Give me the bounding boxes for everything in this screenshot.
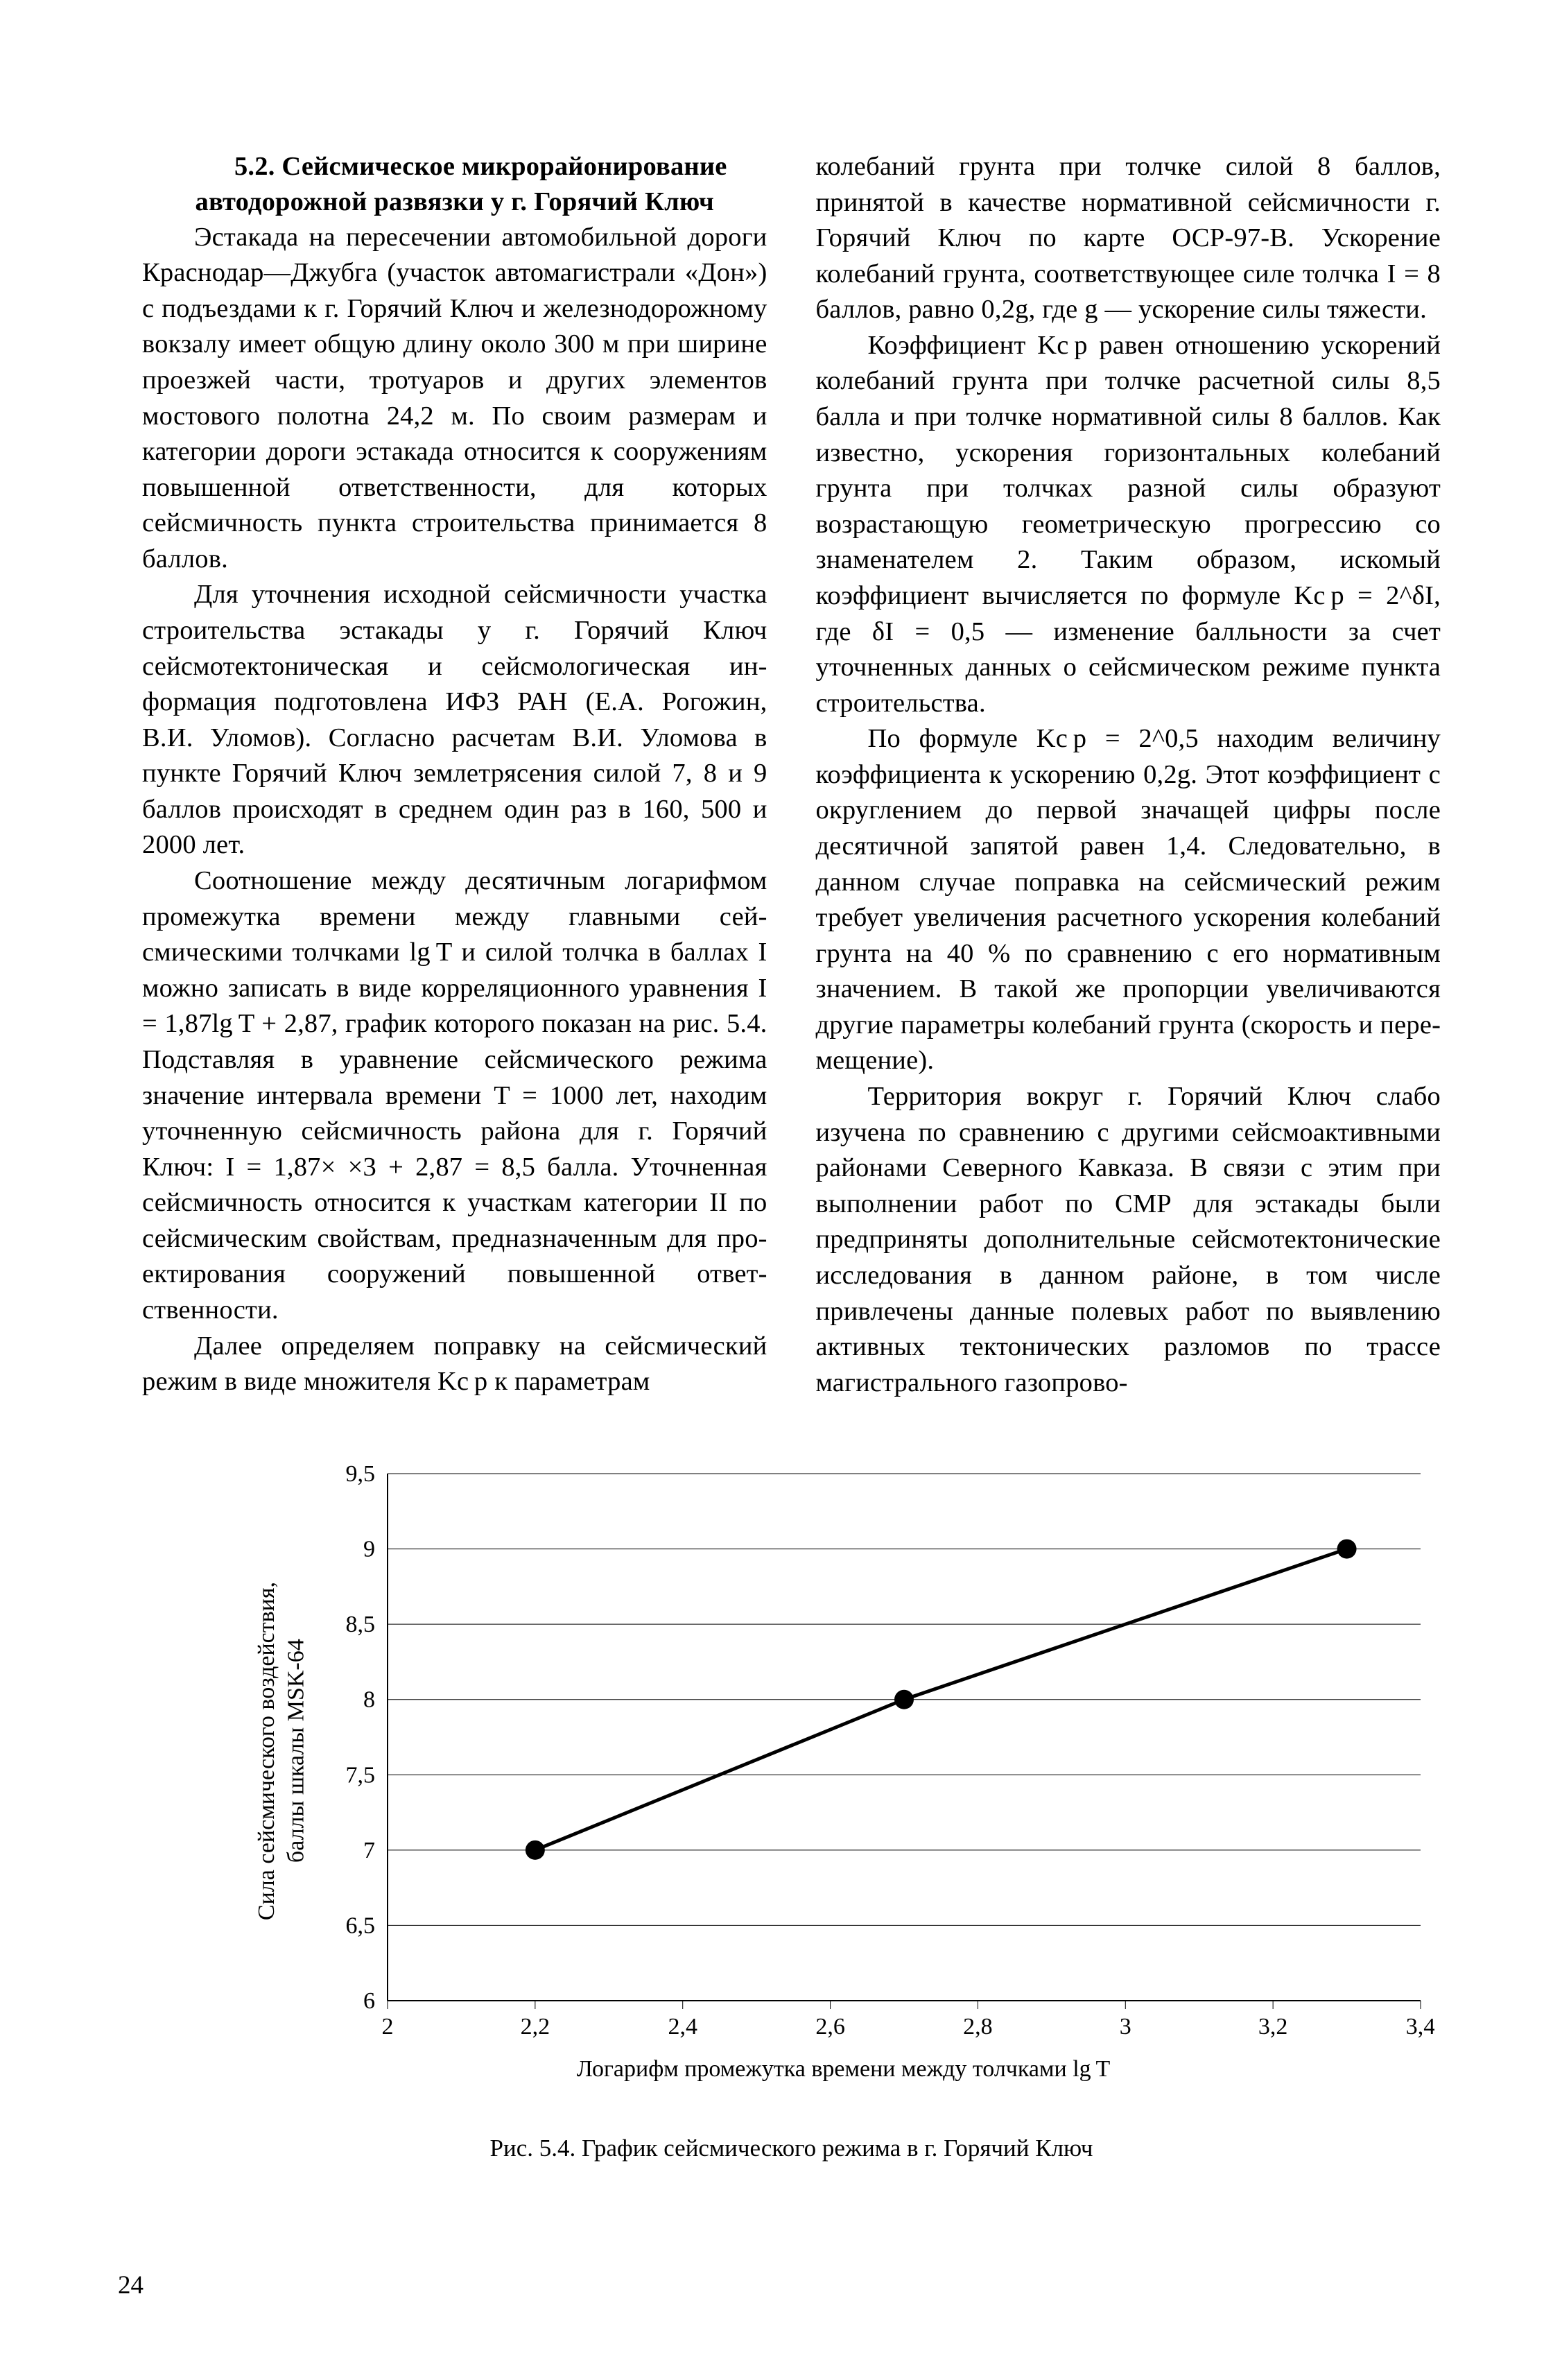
paragraph: колебаний грунта при толчке силой 8 балл… bbox=[816, 149, 1441, 328]
paragraph: Для уточнения исходной сейсмичности уча­… bbox=[142, 577, 767, 863]
svg-text:8: 8 bbox=[363, 1687, 375, 1713]
chart-caption: Рис. 5.4. График сейсмического режима в … bbox=[490, 2135, 1093, 2162]
svg-text:9: 9 bbox=[363, 1537, 375, 1562]
paragraph: Территория вокруг г. Горячий Ключ слабо … bbox=[816, 1079, 1441, 1401]
section-title-line1: 5.2. Сейсмическое микрорайонирование bbox=[234, 152, 727, 181]
chart-x-axis-label: Логарифм промежутка времени между толчка… bbox=[577, 2056, 1110, 2082]
section-title-line2: автодорожной развязки у г. Горячий Ключ bbox=[196, 187, 714, 216]
svg-text:3,2: 3,2 bbox=[1258, 2014, 1288, 2040]
svg-text:7,5: 7,5 bbox=[346, 1763, 376, 1788]
svg-text:8,5: 8,5 bbox=[346, 1612, 376, 1637]
chart-y-axis-label: Сила сейсмического воздействия, баллы шк… bbox=[252, 1582, 311, 1920]
svg-text:2,8: 2,8 bbox=[963, 2014, 993, 2040]
svg-text:6,5: 6,5 bbox=[346, 1913, 376, 1939]
svg-text:7: 7 bbox=[363, 1838, 375, 1863]
svg-text:6: 6 bbox=[363, 1988, 375, 2014]
seismic-regime-chart: 6 6,5 7 7,5 8 8,5 9 9,5 2 2,2 2,4 2,6 2,8 3 3,2 3,4 bbox=[325, 1460, 1434, 2042]
paragraph: Коэффициент Kс р равен отношению уско­ре… bbox=[816, 328, 1441, 721]
page-number: 24 bbox=[118, 2270, 144, 2300]
svg-text:3: 3 bbox=[1120, 2014, 1131, 2040]
paragraph: Далее определяем поправку на сейсмичес­к… bbox=[142, 1329, 767, 1400]
chart-wrap: Сила сейсмического воздействия, баллы шк… bbox=[252, 1460, 1434, 2042]
svg-text:2: 2 bbox=[382, 2014, 394, 2040]
chart-block: Сила сейсмического воздействия, баллы шк… bbox=[142, 1460, 1441, 2162]
svg-text:2,6: 2,6 bbox=[815, 2014, 845, 2040]
paragraph: Соотношение между десятичным логариф­мом… bbox=[142, 863, 767, 1329]
section-title: 5.2. Сейсмическое микрорайонирование авт… bbox=[142, 149, 767, 220]
svg-text:3,4: 3,4 bbox=[1406, 2014, 1434, 2040]
paragraph: Эстакада на пересечении автомобильной до… bbox=[142, 220, 767, 578]
page: 5.2. Сейсмическое микрорайонирование авт… bbox=[0, 0, 1562, 2380]
svg-text:2,2: 2,2 bbox=[521, 2014, 550, 2040]
column-right: колебаний грунта при толчке силой 8 балл… bbox=[816, 149, 1441, 1401]
column-left: 5.2. Сейсмическое микрорайонирование авт… bbox=[142, 149, 767, 1401]
svg-text:2,4: 2,4 bbox=[668, 2014, 697, 2040]
paragraph: По формуле Kс р = 2^0,5 находим величину… bbox=[816, 721, 1441, 1079]
text-columns: 5.2. Сейсмическое микрорайонирование авт… bbox=[142, 149, 1441, 1401]
svg-text:9,5: 9,5 bbox=[346, 1461, 376, 1487]
